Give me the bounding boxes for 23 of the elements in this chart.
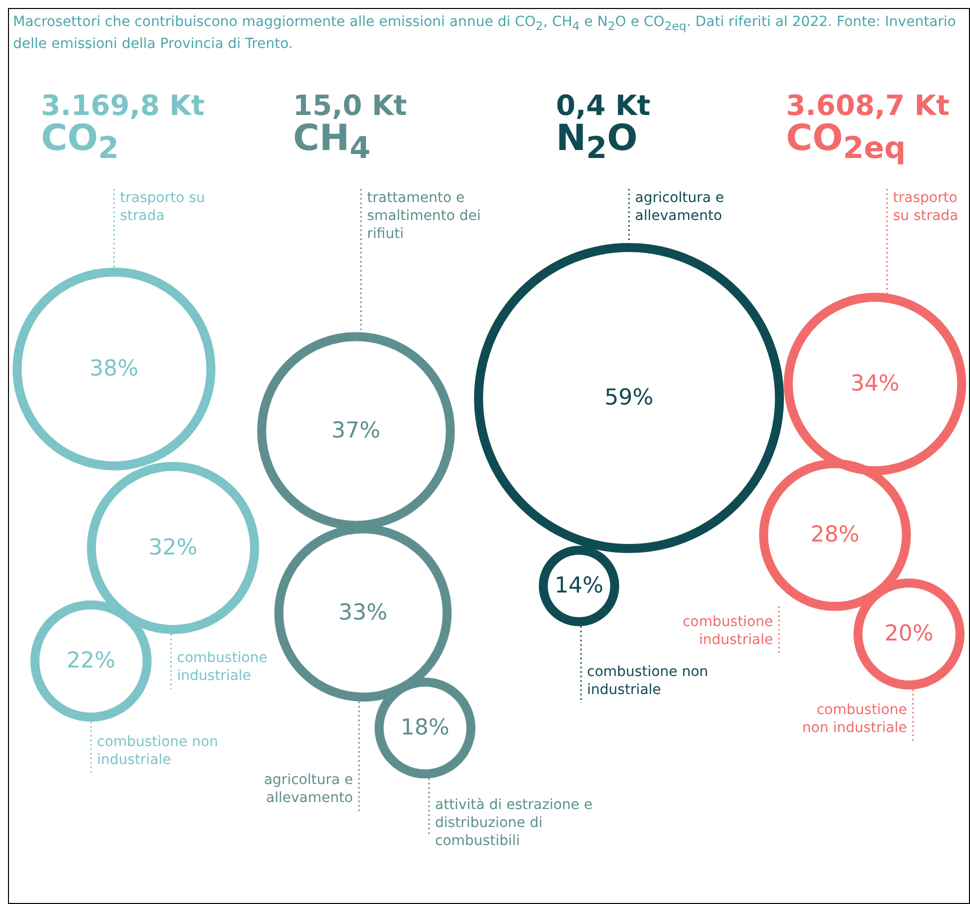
category-label: agricoltura e allevamento xyxy=(635,189,726,226)
data-label: 37% xyxy=(332,418,380,444)
data-label: 18% xyxy=(400,716,450,740)
data-label: 28% xyxy=(810,522,860,548)
data-label: 38% xyxy=(90,356,138,382)
data-label: 22% xyxy=(66,648,116,674)
data-label: 59% xyxy=(604,386,654,410)
category-label: combustione non industriale xyxy=(587,663,710,700)
data-label: 33% xyxy=(338,600,388,626)
category-label: trattamento e smaltimento dei rifiuti xyxy=(367,189,482,244)
data-label: 20% xyxy=(884,622,934,646)
data-label: 34% xyxy=(850,372,900,396)
category-label: combustione industriale xyxy=(682,613,773,650)
text: Macrosettori che contribuiscono maggiormente alle emissioni annue di CO$_{2}$, CH$_{4}$ e N$_{2}$O e CO$_{2eq}$. Dati riferiti al 2022. Fonte: Inventario delle emissioni della Provincia di Trento. xyxy=(13,14,956,52)
category-label: attività di estrazione e distribuzione di combustibili xyxy=(435,796,594,851)
data-label: 14% xyxy=(554,574,604,598)
category-label: combustione non industriale xyxy=(801,701,907,738)
category-label: trasporto su strada xyxy=(120,189,206,226)
category-label: combustione industriale xyxy=(177,649,268,686)
category-label: combustione non industriale xyxy=(97,733,220,770)
data-label: 32% xyxy=(148,536,198,560)
category-label: trasporto su strada xyxy=(893,189,960,226)
category-label: agricoltura e allevamento xyxy=(262,771,353,808)
